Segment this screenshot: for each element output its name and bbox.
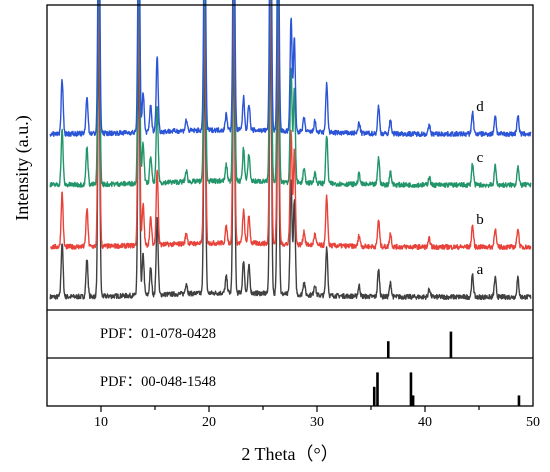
series-label-c: c xyxy=(477,150,484,166)
y-axis-label: Intensity (a.u.) xyxy=(12,115,33,220)
series-line-c xyxy=(49,0,532,189)
reference-label-1: PDF：01-078-0428 xyxy=(100,326,216,342)
x-tick-label: 50 xyxy=(526,415,540,430)
x-tick-label: 10 xyxy=(94,415,108,430)
axes-frame xyxy=(46,4,534,407)
reference-label-2: PDF：00-048-1548 xyxy=(100,374,216,390)
x-axis-ticks: 10 20 30 40 50 xyxy=(94,406,540,430)
series-label-d: d xyxy=(476,99,484,115)
series-line-a xyxy=(49,11,532,301)
x-tick-label: 40 xyxy=(418,415,432,430)
reference-pattern-2 xyxy=(372,372,521,406)
plot-area xyxy=(49,0,532,406)
x-axis-label: 2 Theta（°） xyxy=(241,444,338,464)
x-tick-label: 30 xyxy=(310,415,324,430)
series-line-d xyxy=(49,0,532,138)
labels: a b c d PDF：01-078-0428 PDF：00-048-1548 xyxy=(100,99,484,390)
x-tick-label: 20 xyxy=(202,415,216,430)
reference-pattern-1 xyxy=(386,331,453,358)
series-label-b: b xyxy=(476,212,484,228)
series-line-b xyxy=(49,0,532,251)
series-label-a: a xyxy=(477,262,484,278)
plot-border xyxy=(46,4,534,407)
series-group xyxy=(49,0,532,301)
